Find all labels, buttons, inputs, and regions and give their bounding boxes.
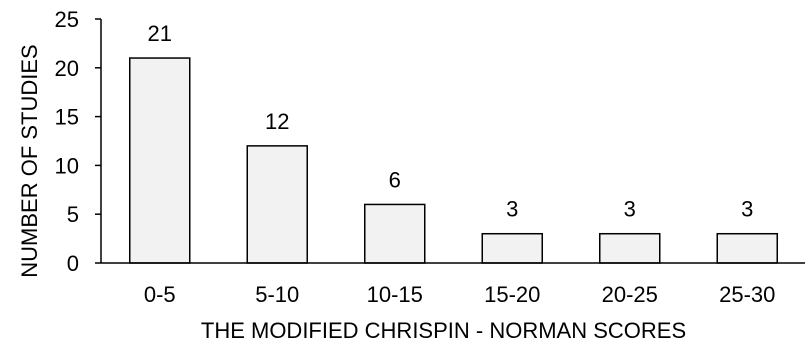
data-label-10-15: 6 <box>389 167 401 192</box>
x-tick-label: 10-15 <box>367 282 423 307</box>
y-axis-ticks: 0 5 10 15 20 25 <box>55 7 101 276</box>
data-label-25-30: 3 <box>741 197 753 222</box>
data-label-5-10: 12 <box>265 109 289 134</box>
x-tick-label: 5-10 <box>255 282 299 307</box>
y-tick-label: 5 <box>67 202 79 227</box>
data-label-15-20: 3 <box>506 197 518 222</box>
bar-0-5 <box>129 57 191 264</box>
data-labels: 21 12 6 3 3 3 <box>148 21 754 222</box>
x-tick-label: 0-5 <box>144 282 176 307</box>
y-tick-label: 25 <box>55 7 79 32</box>
data-label-0-5: 21 <box>148 21 172 46</box>
bar-10-15 <box>364 203 426 264</box>
x-axis-ticks: 0-5 5-10 10-15 15-20 20-25 25-30 <box>144 282 776 307</box>
y-tick-label: 20 <box>55 56 79 81</box>
x-tick-label: 20-25 <box>602 282 658 307</box>
y-axis-title: NUMBER OF STUDIES <box>17 44 42 277</box>
y-tick-label: 0 <box>67 251 79 276</box>
data-label-20-25: 3 <box>624 197 636 222</box>
x-axis-title: THE MODIFIED CHRISPIN - NORMAN SCORES <box>201 318 686 343</box>
bar-5-10 <box>246 145 308 264</box>
bar-25-30 <box>716 232 778 264</box>
y-tick-label: 10 <box>55 153 79 178</box>
x-tick-label: 25-30 <box>719 282 775 307</box>
bar-15-20 <box>481 232 543 264</box>
y-tick-label: 15 <box>55 105 79 130</box>
bars <box>129 57 778 264</box>
bar-20-25 <box>599 232 661 264</box>
x-tick-label: 15-20 <box>484 282 540 307</box>
